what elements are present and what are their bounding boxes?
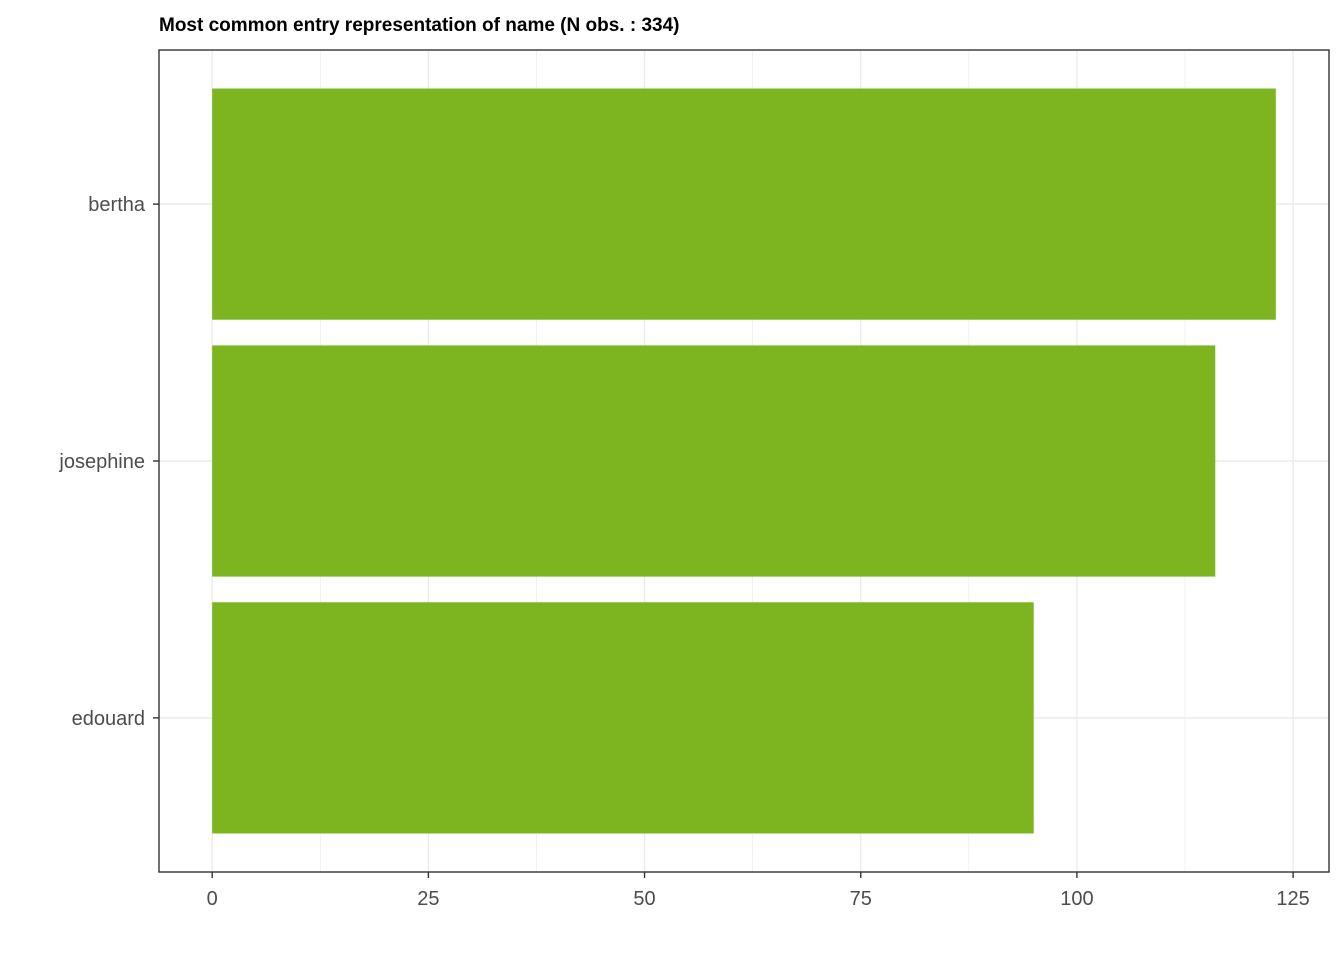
y-tick-label-bertha: bertha [88, 194, 146, 216]
x-tick-label: 50 [633, 888, 655, 910]
bar-edouard [212, 602, 1034, 834]
bar-bertha [212, 88, 1276, 320]
x-tick-label: 125 [1276, 888, 1309, 910]
x-tick-label: 100 [1060, 888, 1093, 910]
y-tick-label-edouard: edouard [72, 708, 145, 730]
x-tick-label: 75 [850, 888, 872, 910]
chart-title: Most common entry representation of name… [159, 15, 679, 36]
bars [212, 88, 1276, 834]
x-tick-label: 0 [207, 888, 218, 910]
x-tick-label: 25 [417, 888, 439, 910]
axes: 0 25 50 75 100 125 bertha josephine edouard [58, 194, 1309, 910]
bar-josephine [212, 345, 1216, 577]
y-tick-label-josephine: josephine [58, 451, 145, 473]
